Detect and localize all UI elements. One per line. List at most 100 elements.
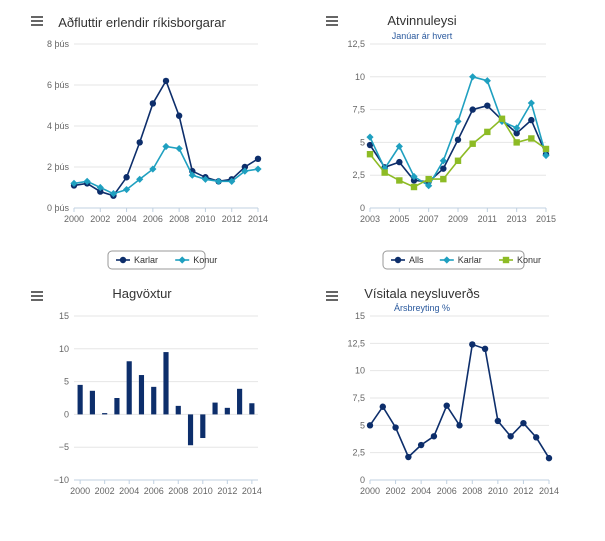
chart-menu-icon[interactable]	[323, 13, 341, 29]
x-tick-label: 2005	[389, 214, 409, 224]
bar-2005	[138, 375, 145, 415]
menu-icon-bar	[326, 291, 338, 293]
point-2007	[162, 142, 170, 151]
x-tick-label: 2012	[513, 486, 533, 496]
legend-item-alls[interactable]: Alls	[391, 255, 424, 265]
legend-swatch-marker	[394, 256, 402, 264]
bar-2007	[163, 352, 169, 415]
y-tick-label: 0 þús	[47, 203, 70, 213]
x-axis: 2000 2002 2004 2006 2008 2010 2012 2014	[64, 208, 268, 224]
x-tick-label: 2002	[386, 486, 406, 496]
menu-icon-bar	[326, 16, 338, 18]
x-tick-label: 2004	[119, 486, 139, 496]
y-tick-label: 0	[64, 409, 69, 419]
bar-2008	[175, 405, 181, 415]
y-tick-label: 10	[59, 344, 69, 354]
x-tick-label: 2006	[143, 214, 163, 224]
chart-title: Hagvöxtur	[112, 286, 172, 301]
x-tick-label: 2012	[217, 486, 237, 496]
y-axis: 0 2,5 5 7,5 10 12,5 15	[347, 311, 549, 485]
menu-icon-bar	[31, 16, 43, 18]
point-2014	[254, 165, 262, 173]
y-tick-label: 8 þús	[47, 39, 70, 49]
legend-item-konur[interactable]: Konur	[499, 255, 541, 265]
legend-label: Alls	[409, 255, 424, 265]
point-2004	[123, 174, 130, 181]
x-tick-label: 2010	[193, 486, 213, 496]
y-tick-label: −5	[59, 442, 69, 452]
x-tick-label: 2004	[117, 214, 137, 224]
point-2009	[454, 117, 462, 126]
chart-title: Aðfluttir erlendir ríkisborgarar	[58, 15, 226, 30]
point-2014	[528, 116, 535, 124]
legend-item-konur[interactable]: Konur	[175, 255, 217, 265]
point-2014	[528, 135, 535, 142]
y-tick-label: 5	[360, 420, 365, 430]
point-2005	[136, 175, 144, 183]
point-2012	[520, 419, 527, 427]
point-2002	[96, 183, 104, 192]
point-2011	[484, 128, 491, 136]
x-tick-label: 2002	[95, 486, 115, 496]
point-2004	[381, 169, 388, 176]
series-karlar	[70, 77, 262, 199]
chart-menu-icon[interactable]	[323, 288, 341, 304]
chart-menu-icon[interactable]	[28, 288, 46, 304]
point-2006	[149, 165, 157, 173]
menu-icon-hit[interactable]	[323, 13, 341, 29]
chart-menu-icon[interactable]	[28, 13, 46, 29]
x-tick-label: 2012	[222, 214, 242, 224]
point-2009	[454, 136, 462, 143]
y-tick-label: 0	[360, 203, 365, 213]
point-2006	[443, 402, 450, 409]
point-2013	[533, 434, 540, 441]
point-2008	[175, 112, 183, 119]
legend-box	[107, 250, 206, 270]
x-axis: 2003 2005 2007 2009 2011 2013 2015	[360, 208, 556, 224]
legend-swatch-marker	[178, 256, 186, 264]
point-2008	[439, 157, 447, 165]
bar-series	[77, 352, 255, 446]
x-tick-label: 2002	[90, 214, 110, 224]
menu-icon-bar	[31, 295, 43, 297]
menu-icon-hit[interactable]	[323, 288, 341, 304]
chart-3: Hagvöxtur −10 −5 0 5 10 15 2000 2002 2004 2006 2008…	[28, 286, 262, 496]
point-2011	[484, 102, 491, 109]
point-2014	[545, 454, 553, 462]
menu-icon-bar	[31, 291, 43, 293]
menu-icon-hit[interactable]	[28, 13, 46, 29]
legend: Karlar Konur	[107, 250, 217, 270]
x-tick-label: 2007	[419, 214, 439, 224]
menu-icon-hit[interactable]	[28, 288, 46, 304]
point-2005	[395, 142, 403, 150]
point-2009	[188, 171, 196, 179]
x-tick-label: 2000	[360, 486, 380, 496]
y-tick-label: 12,5	[347, 338, 365, 348]
legend-item-karlar[interactable]: Karlar	[439, 255, 482, 265]
point-2005	[396, 177, 403, 184]
point-2008	[175, 144, 183, 153]
point-2001	[83, 177, 91, 185]
point-2000	[70, 179, 78, 187]
bar-2001	[89, 390, 95, 415]
point-2010	[494, 417, 502, 425]
menu-icon-bar	[31, 299, 43, 301]
y-tick-label: 2,5	[352, 170, 365, 180]
y-tick-label: 6 þús	[47, 80, 70, 90]
legend-item-karlar[interactable]: Karlar	[116, 255, 158, 265]
point-2006	[410, 172, 418, 181]
y-tick-label: 2,5	[352, 448, 365, 458]
point-2007	[425, 175, 432, 183]
x-tick-label: 2000	[70, 486, 90, 496]
menu-icon-bar	[326, 295, 338, 297]
y-tick-label: 15	[355, 311, 365, 321]
point-2012	[498, 115, 506, 122]
point-2001	[379, 403, 386, 410]
series-1	[366, 341, 553, 462]
point-2006	[410, 177, 418, 184]
x-tick-label: 2006	[144, 486, 164, 496]
legend-swatch-marker	[502, 256, 510, 264]
bar-2004	[126, 361, 132, 415]
x-tick-label: 2003	[360, 214, 380, 224]
y-tick-label: 7,5	[352, 393, 365, 403]
